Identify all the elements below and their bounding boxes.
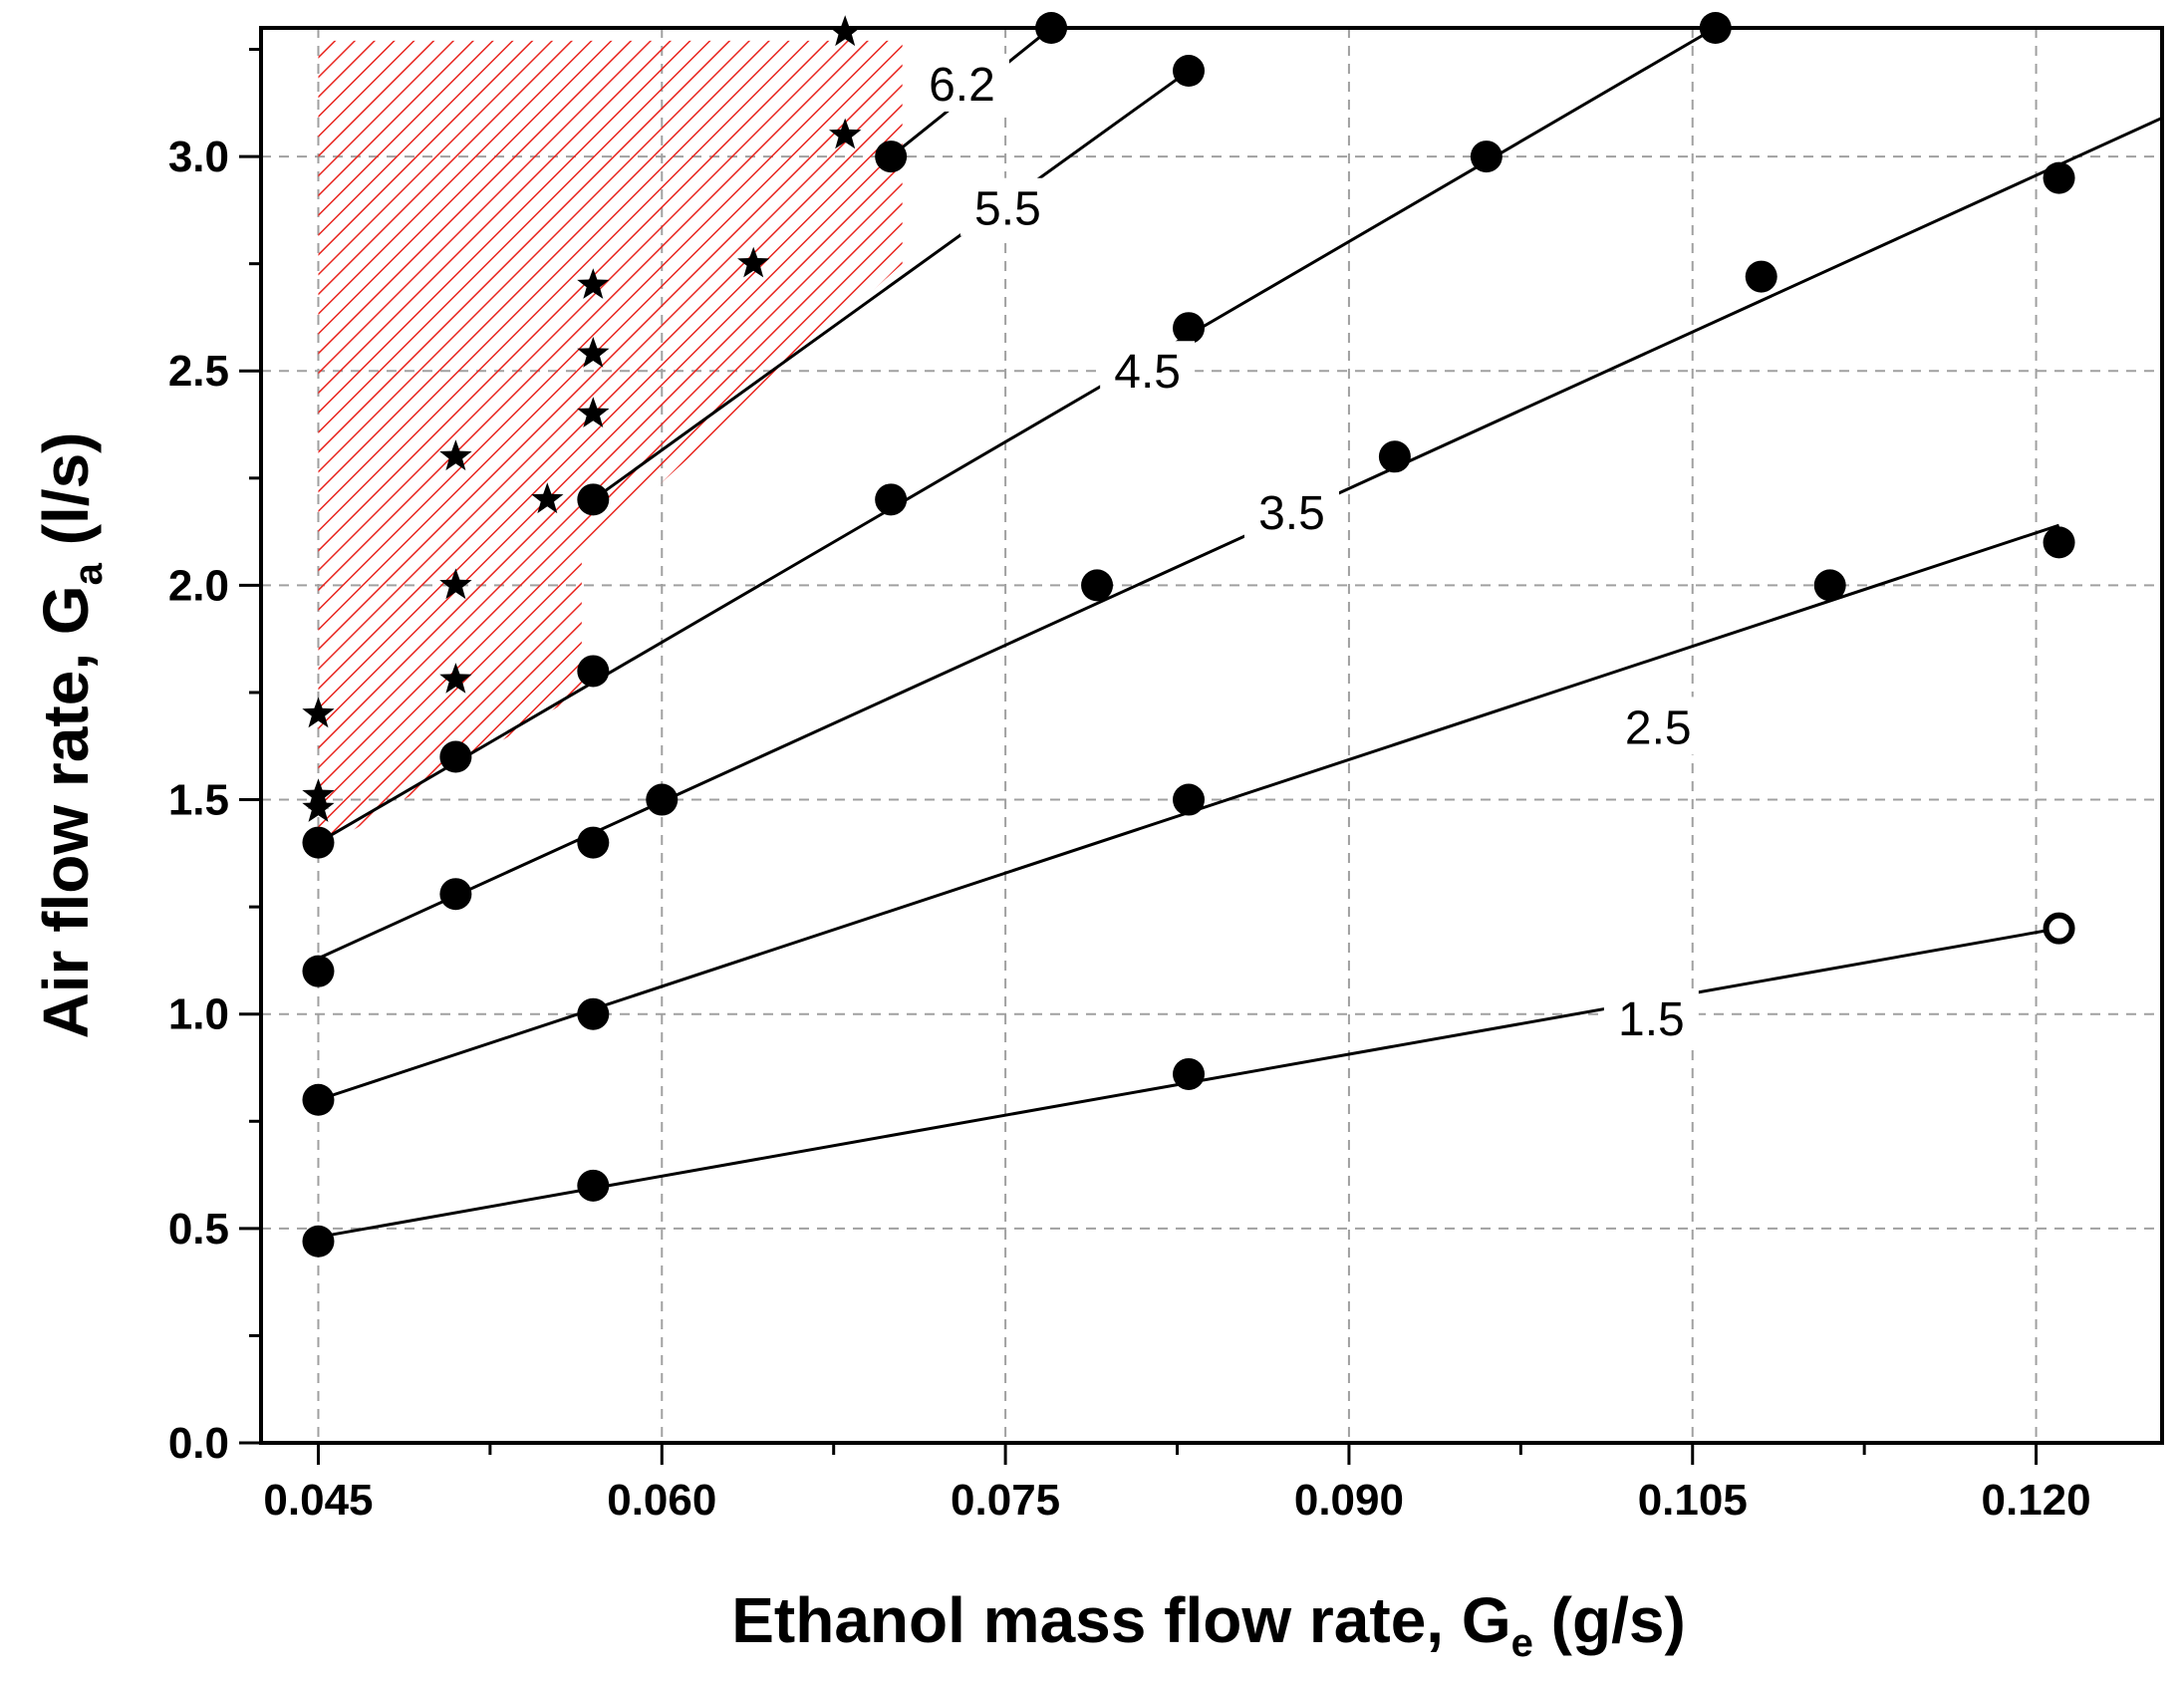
data-point-2-6 <box>1745 260 1777 293</box>
y-tick-label-1: 0.5 <box>168 1205 229 1254</box>
data-point-0-2 <box>1173 1057 1206 1090</box>
data-point-0-1 <box>577 1169 610 1202</box>
line-label-bg-1.5 <box>1603 988 1699 1046</box>
y-axis-title: Air flow rate, Ga (l/s) <box>30 432 111 1039</box>
y-tick-labels: 0.0 0.5 1.0 1.5 2.0 2.5 3.0 <box>168 133 229 1468</box>
line-label-5.5: 5.5 <box>974 183 1041 236</box>
data-point-2-1 <box>439 878 472 911</box>
data-point-1-3 <box>1813 569 1846 602</box>
data-point-2-3 <box>646 783 679 816</box>
data-point-0-0 <box>302 1225 335 1258</box>
y-tick-label-6: 3.0 <box>168 133 229 181</box>
line-label-bg-5.5 <box>959 177 1055 236</box>
y-axis-title-main: Air flow rate, G <box>30 585 102 1038</box>
data-point-2-2 <box>577 826 610 859</box>
x-axis-title: Ethanol mass flow rate, Ge (g/s) <box>731 1584 1686 1665</box>
data-point-4-1 <box>1173 55 1206 88</box>
line-label-4.5: 4.5 <box>1114 346 1181 399</box>
x-axis-title-unit: (g/s) <box>1533 1584 1686 1656</box>
hatched-region <box>318 40 903 852</box>
line-label-bg-3.5 <box>1243 482 1339 541</box>
star-point-4 <box>439 568 472 600</box>
star-point-3 <box>439 663 472 694</box>
x-tick-label-5: 0.120 <box>1982 1476 2091 1525</box>
data-point-1-2 <box>1173 783 1206 816</box>
star-point-12 <box>829 15 862 47</box>
circle-markers <box>302 12 2075 1258</box>
x-tick-label-4: 0.105 <box>1638 1476 1748 1525</box>
line-label-6.2: 6.2 <box>929 59 995 112</box>
data-point-1-1 <box>577 997 610 1030</box>
x-tick-labels: 0.045 0.060 0.075 0.090 0.105 0.120 <box>263 1476 2090 1525</box>
data-point-2-4 <box>1081 569 1114 602</box>
data-point-2-7 <box>2043 161 2075 194</box>
data-point-3-3 <box>875 483 908 516</box>
star-point-7 <box>577 397 610 427</box>
data-point-3-2 <box>577 655 610 688</box>
data-point-1-0 <box>302 1083 335 1116</box>
star-point-2 <box>302 697 335 728</box>
y-tick-label-5: 2.5 <box>168 347 229 396</box>
line-label-2.5: 2.5 <box>1625 701 1692 754</box>
star-point-11 <box>829 118 862 149</box>
axis-ticks <box>239 48 2039 1465</box>
star-point-5 <box>439 439 472 471</box>
y-axis-title-unit: (l/s) <box>30 432 102 564</box>
open-data-point-0-0 <box>2043 912 2075 945</box>
star-markers <box>302 15 862 822</box>
x-tick-label-0: 0.045 <box>263 1476 373 1525</box>
plot-frame <box>259 26 2164 1445</box>
data-point-5-0 <box>875 140 908 173</box>
line-label-3.5: 3.5 <box>1258 487 1325 540</box>
x-axis-title-main: Ethanol mass flow rate, G <box>731 1584 1510 1656</box>
data-point-2-0 <box>302 955 335 987</box>
x-tick-label-3: 0.090 <box>1294 1476 1404 1525</box>
star-point-6 <box>531 482 564 514</box>
x-tick-label-1: 0.060 <box>607 1476 716 1525</box>
y-axis-title-subscript: a <box>67 562 111 585</box>
star-point-8 <box>577 337 610 368</box>
x-tick-label-2: 0.075 <box>951 1476 1060 1525</box>
series-line-5.5 <box>592 69 1190 501</box>
star-point-10 <box>737 246 770 278</box>
line-label-bg-4.5 <box>1100 341 1196 400</box>
data-point-4-0 <box>577 483 610 516</box>
line-label-bg-2.5 <box>1610 697 1706 755</box>
data-point-2-5 <box>1378 440 1411 473</box>
line-label-1.5: 1.5 <box>1618 993 1685 1046</box>
data-point-3-4 <box>1173 312 1206 345</box>
y-tick-label-3: 1.5 <box>168 776 229 825</box>
series-line-3.5 <box>317 116 2162 961</box>
data-point-3-0 <box>302 826 335 859</box>
y-tick-label-4: 2.0 <box>168 561 229 610</box>
data-point-1-4 <box>2043 526 2075 559</box>
line-labels: 1.5 2.5 3.5 4.5 5.5 6.2 <box>914 53 1706 1046</box>
y-tick-label-2: 1.0 <box>168 990 229 1039</box>
data-point-3-5 <box>1470 140 1502 173</box>
data-point-3-1 <box>439 740 472 773</box>
star-point-9 <box>577 268 610 299</box>
star-point-0 <box>302 791 335 822</box>
star-point-1 <box>302 778 335 809</box>
line-label-bg-6.2 <box>914 53 1009 112</box>
y-tick-label-0: 0.0 <box>168 1419 229 1468</box>
x-axis-title-subscript: e <box>1511 1621 1533 1665</box>
